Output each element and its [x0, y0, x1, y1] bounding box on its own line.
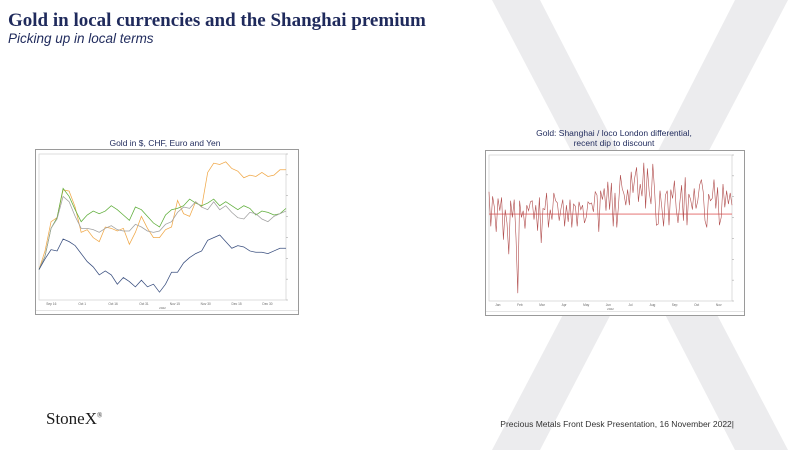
- chart1-series-yen: [38, 161, 286, 270]
- chart2-x-tick-label: Jun: [606, 303, 611, 307]
- slide-subtitle: Picking up in local terms: [8, 31, 154, 46]
- chart1-x-tick-label: Nov 30: [201, 302, 211, 306]
- chart1-x-tick-label: Oct 16: [108, 302, 118, 306]
- chart2-x-tick-label: Nov: [716, 303, 722, 307]
- chart1-x-tick-label: Oct 1: [78, 302, 86, 306]
- chart1-series-usd: [38, 234, 286, 293]
- chart2-x-tick-label: Jan: [495, 303, 500, 307]
- chart2-title: Gold: Shanghai / loco London differentia…: [485, 128, 743, 148]
- logo-text: StoneX: [46, 409, 97, 428]
- chart2-series-spread: [488, 162, 733, 294]
- chart2-panel: Jan Feb Mar Apr May Jun Jul Aug Sep Oct Nov 2022: [485, 150, 745, 316]
- chart2-title-line2: recent dip to discount: [573, 138, 655, 148]
- chart2-title-line1: Gold: Shanghai / loco London differentia…: [536, 128, 692, 138]
- chart1-x-tick-label: Oct 31: [139, 302, 149, 306]
- chart2-x-axis-label: 2022: [607, 307, 614, 311]
- chart1-x-tick-label: Nov 15: [170, 302, 180, 306]
- chart1-x-tick-label: Dec 15: [232, 302, 242, 306]
- chart2-x-tick-label: May: [583, 303, 589, 307]
- chart2-x-tick-label: Aug: [650, 303, 656, 307]
- stonex-logo: StoneX®: [46, 409, 102, 429]
- chart2-plot-area: [488, 154, 733, 302]
- chart1-x-tick-label: Dec 30: [262, 302, 272, 306]
- chart1-series-eur: [38, 195, 287, 270]
- chart2-x-tick-label: Jul: [628, 303, 632, 307]
- slide-title: Gold in local currencies and the Shangha…: [8, 10, 426, 31]
- chart2-plot: Jan Feb Mar Apr May Jun Jul Aug Sep Oct Nov 2022: [486, 154, 744, 312]
- chart2-x-tick-label: Feb: [517, 303, 523, 307]
- chart1-x-tick-label: Sep 16: [46, 302, 56, 306]
- chart1-title: Gold in $, CHF, Euro and Yen: [109, 138, 221, 148]
- chart2-x-tick-label: Oct: [694, 303, 699, 307]
- chart2-x-tick-label: Apr: [562, 303, 568, 307]
- chart2-x-tick-label: Mar: [539, 303, 545, 307]
- chart1-plot: Sep 16 Oct 1 Oct 16 Oct 31 Nov 15 Nov 30 Dec 1…: [36, 153, 298, 311]
- chart2-x-tick-label: Sep: [672, 303, 678, 307]
- logo-registered-mark: ®: [97, 411, 103, 420]
- chart1-panel: Sep 16 Oct 1 Oct 16 Oct 31 Nov 15 Nov 30 Dec 1…: [35, 149, 299, 315]
- footer-caption: Precious Metals Front Desk Presentation,…: [500, 419, 734, 429]
- chart1-x-axis-label: 2022: [159, 306, 166, 310]
- chart1-plot-area: [38, 153, 287, 301]
- chart1-series-chf: [38, 187, 287, 270]
